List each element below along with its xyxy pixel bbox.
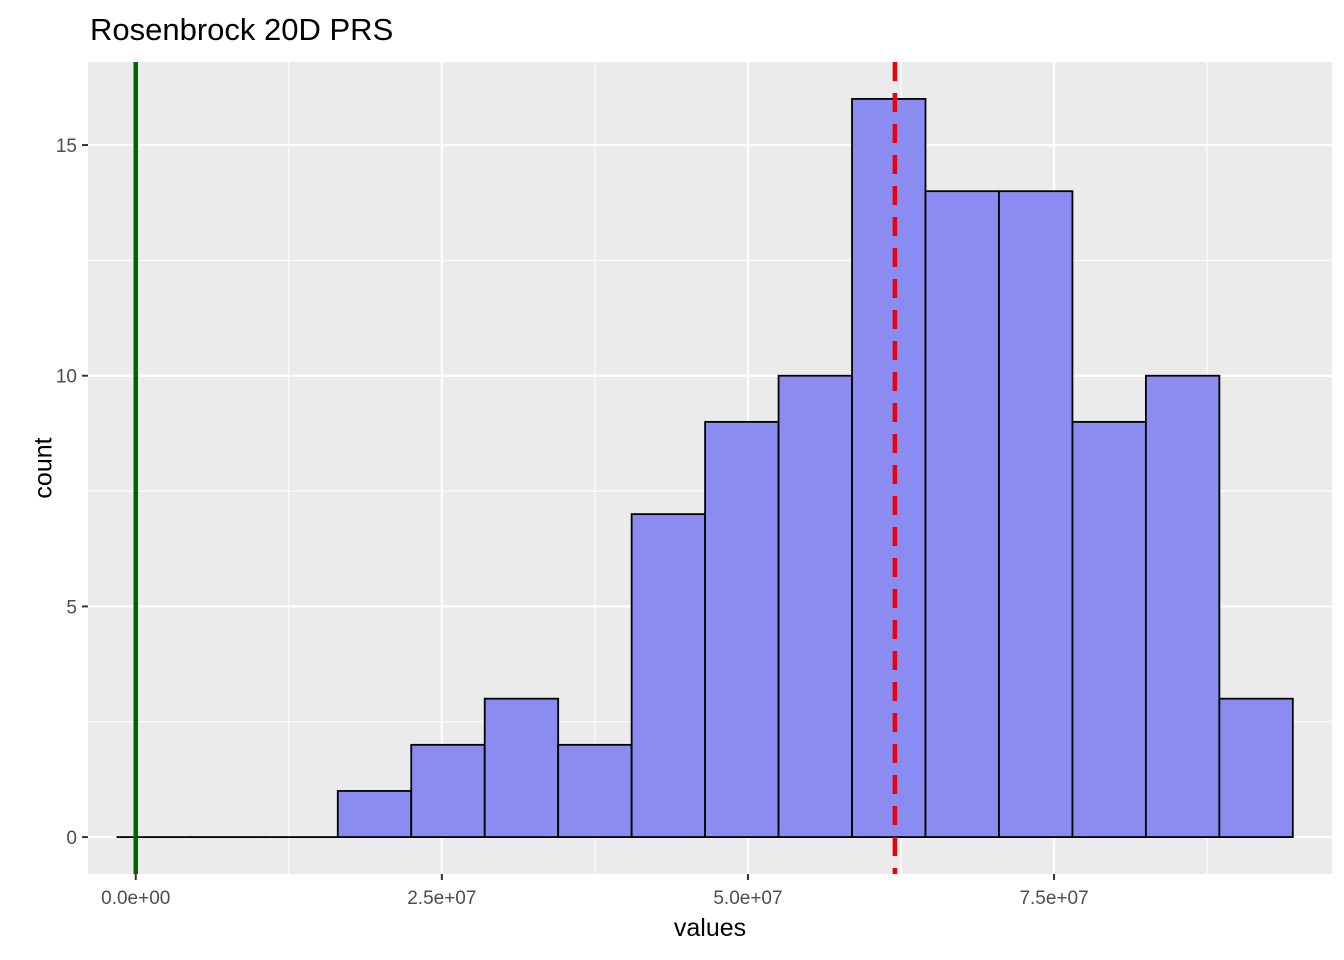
histogram-bar [924, 190, 1000, 838]
axis-ticks [82, 144, 1056, 880]
histogram-bar [410, 743, 486, 838]
histogram-bar [1218, 697, 1294, 838]
histogram-bar [851, 98, 927, 838]
x-tick-label: 0.0e+00 [101, 888, 170, 909]
histogram-bar [777, 374, 853, 838]
histogram-bars [116, 98, 1294, 839]
y-tick-label: 0 [66, 828, 77, 849]
y-tick-label: 5 [66, 597, 77, 618]
histogram-bar [557, 743, 633, 838]
histogram-bar [1071, 420, 1147, 838]
x-tick-label: 7.5e+07 [1019, 888, 1088, 909]
histogram-bar [336, 790, 413, 838]
histogram-bar [630, 513, 707, 838]
x-axis-title: values [673, 914, 747, 942]
x-tick-label: 2.5e+07 [407, 888, 476, 909]
y-tick-label: 15 [56, 136, 77, 157]
chart-title: Rosenbrock 20D PRS [90, 12, 394, 47]
y-axis-title: count [29, 437, 58, 499]
y-tick-label: 10 [56, 367, 77, 388]
reference-lines [133, 62, 898, 874]
x-tick-label: 5.0e+07 [713, 888, 782, 909]
histogram-bar [483, 697, 560, 838]
histogram-bar [998, 190, 1074, 838]
histogram-bar [1144, 374, 1221, 838]
histogram-bar [704, 420, 780, 838]
tick-labels: 0.0e+00 2.5e+07 5.0e+07 7.5e+07 0 5 10 15 [56, 136, 1089, 909]
